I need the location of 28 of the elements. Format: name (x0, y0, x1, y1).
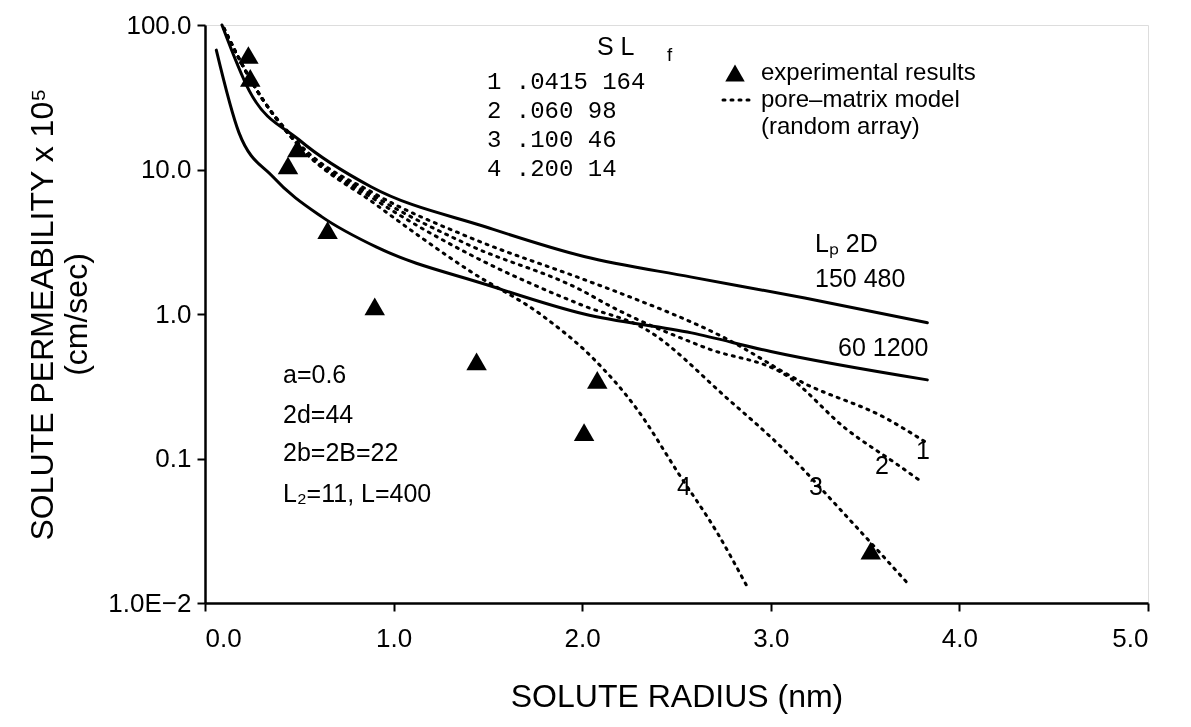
y-tick-label: 100.0 (126, 9, 192, 40)
x-tick-label: 2.0 (564, 622, 601, 653)
y-tick-label: 10.0 (140, 154, 192, 184)
annotation: 2 .060 98 (487, 98, 617, 125)
y-tick-label: 1.0 (155, 298, 192, 329)
annotation: 60 1200 (838, 333, 929, 361)
annotation: 2 (875, 451, 889, 479)
x-tick-label: 5.0 (1112, 622, 1149, 653)
annotation: Lₚ 2D (815, 229, 878, 258)
annotation: 3 .100 46 (487, 127, 617, 154)
legend-label: pore–matrix model (random array) (761, 85, 960, 139)
y-tick-label: 0.1 (155, 443, 192, 473)
y-axis-title: SOLUTE PERMEABILITY x 10⁵ (cm/sec) (24, 88, 95, 541)
annotation: 1 (916, 436, 930, 464)
annotation: 2d=44 (283, 400, 354, 428)
x-tick-label: 3.0 (753, 622, 790, 653)
annotation: 1 .0415 164 (487, 69, 646, 96)
legend-label: experimental results (761, 58, 976, 85)
annotation: 4 .200 14 (487, 156, 617, 183)
annotation: L₂=11, L=400 (283, 479, 432, 507)
x-tick-label: 1.0 (376, 622, 413, 653)
annotation: 2b=2B=22 (283, 438, 399, 466)
annotation: 150 480 (815, 264, 906, 292)
annotation: a=0.6 (283, 360, 347, 388)
x-tick-label: 0.0 (205, 622, 242, 653)
y-tick-label: 1.0E−2 (108, 587, 192, 618)
x-axis-title: SOLUTE RADIUS (nm) (510, 677, 844, 714)
x-tick-label: 4.0 (941, 622, 978, 653)
